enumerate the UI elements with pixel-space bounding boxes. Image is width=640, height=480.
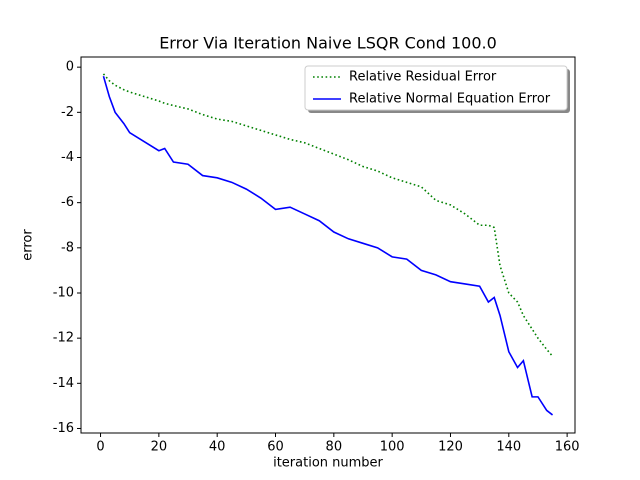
series-line — [102, 73, 554, 357]
x-tick-label: 0 — [96, 440, 104, 455]
legend-label: Relative Residual Error — [349, 70, 497, 85]
chart-title: Error Via Iteration Naive LSQR Cond 100.… — [159, 34, 497, 53]
x-tick-label: 60 — [267, 440, 284, 455]
y-tick-label: -10 — [53, 285, 74, 300]
x-axis-label: iteration number — [273, 456, 383, 471]
y-tick-label: -2 — [61, 105, 74, 120]
plot-frame — [80, 56, 576, 434]
y-tick-label: 0 — [66, 60, 74, 75]
x-tick-label: 40 — [209, 440, 226, 455]
x-tick-label: 160 — [555, 440, 580, 455]
x-tick-label: 120 — [438, 440, 463, 455]
x-tick-label: 20 — [151, 440, 168, 455]
y-tick-label: -12 — [53, 331, 74, 346]
y-tick-label: -16 — [53, 421, 74, 436]
y-tick-label: -4 — [61, 150, 74, 165]
x-tick-label: 80 — [326, 440, 343, 455]
y-axis-label: error — [21, 229, 36, 261]
y-tick-label: -8 — [61, 240, 74, 255]
x-tick-label: 100 — [380, 440, 405, 455]
legend-label: Relative Normal Equation Error — [349, 92, 551, 107]
x-tick-label: 140 — [496, 440, 521, 455]
series-line — [102, 75, 554, 416]
legend — [304, 65, 568, 111]
y-tick-label: -6 — [61, 195, 74, 210]
y-tick-label: -14 — [53, 376, 74, 391]
